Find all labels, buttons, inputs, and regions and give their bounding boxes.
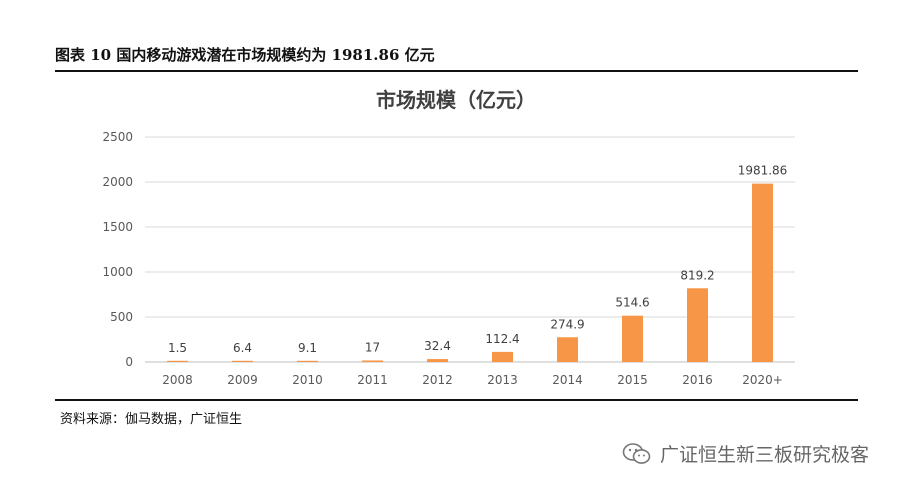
bar-2015: [622, 315, 643, 362]
x-tick-label: 2011: [357, 373, 388, 387]
y-tick-label: 2500: [102, 130, 133, 144]
x-tick-label: 2012: [422, 373, 453, 387]
wechat-icon: [622, 442, 651, 464]
y-tick-label: 0: [125, 355, 133, 369]
x-tick-label: 2013: [487, 373, 518, 387]
source-note: 资料来源：伽马数据，广证恒生: [60, 412, 243, 427]
x-tick-label: 2016: [682, 373, 713, 387]
data-label: 1.5: [168, 341, 187, 355]
chart-title: 市场规模（亿元）: [376, 88, 536, 112]
bar-2020+: [752, 183, 773, 362]
bar-2013: [492, 351, 513, 362]
bar-2011: [362, 360, 383, 362]
data-label: 112.4: [485, 332, 519, 346]
bar-2009: [232, 360, 253, 362]
watermark-text: 广证恒生新三板研究极客: [659, 444, 869, 466]
bar-2016: [687, 288, 708, 362]
x-tick-label: 2010: [292, 373, 323, 387]
data-label: 9.1: [298, 341, 317, 355]
y-tick-label: 1000: [102, 265, 133, 279]
watermark: 广证恒生新三板研究极客: [622, 440, 869, 467]
data-label: 1981.86: [738, 164, 788, 178]
y-tick-label: 500: [110, 310, 133, 324]
x-tick-label: 2014: [552, 373, 583, 387]
bottom-rule: [55, 399, 858, 401]
bar-2014: [557, 337, 578, 362]
bar-2010: [297, 360, 318, 362]
x-tick-label: 2008: [162, 373, 193, 387]
x-tick-label: 2015: [617, 373, 648, 387]
data-label: 514.6: [615, 296, 649, 310]
x-tick-label: 2020+: [742, 373, 783, 387]
y-tick-label: 2000: [102, 175, 133, 189]
x-tick-label: 2009: [227, 373, 258, 387]
top-rule: [55, 70, 858, 72]
data-label: 17: [365, 340, 380, 354]
figure-caption: 图表 10 国内移动游戏潜在市场规模约为 1981.86 亿元: [55, 46, 435, 64]
y-tick-label: 1500: [102, 220, 133, 234]
bar-2008: [167, 360, 188, 362]
data-label: 819.2: [680, 268, 714, 282]
data-label: 6.4: [233, 341, 252, 355]
data-label: 274.9: [550, 317, 584, 331]
data-label: 32.4: [424, 339, 451, 353]
bar-2012: [427, 359, 448, 362]
